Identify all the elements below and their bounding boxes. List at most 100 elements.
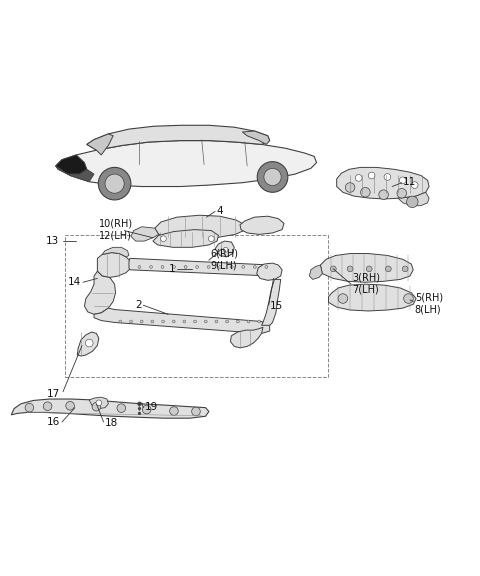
Polygon shape — [242, 131, 270, 145]
Circle shape — [257, 162, 288, 192]
Polygon shape — [11, 399, 209, 418]
Polygon shape — [56, 141, 317, 187]
Circle shape — [85, 339, 93, 347]
Circle shape — [338, 294, 348, 304]
Circle shape — [265, 266, 268, 268]
Circle shape — [347, 266, 353, 272]
Circle shape — [258, 320, 261, 323]
Circle shape — [196, 266, 199, 268]
Circle shape — [402, 266, 408, 272]
Circle shape — [407, 196, 418, 207]
Circle shape — [43, 402, 52, 411]
Circle shape — [138, 407, 141, 410]
Polygon shape — [94, 308, 270, 334]
Polygon shape — [89, 397, 108, 408]
Circle shape — [330, 266, 336, 272]
Text: 10(RH)
12(LH): 10(RH) 12(LH) — [99, 219, 133, 240]
Circle shape — [247, 320, 250, 323]
Circle shape — [130, 320, 132, 323]
Circle shape — [138, 402, 142, 406]
Text: 18: 18 — [105, 418, 118, 428]
Polygon shape — [56, 155, 87, 174]
Circle shape — [151, 320, 154, 323]
Circle shape — [150, 266, 153, 268]
Circle shape — [379, 190, 388, 199]
Circle shape — [96, 400, 102, 406]
Polygon shape — [336, 168, 429, 199]
Circle shape — [119, 320, 122, 323]
Circle shape — [192, 407, 200, 416]
Text: 19: 19 — [145, 401, 158, 412]
Text: 5(RH)
8(LH): 5(RH) 8(LH) — [415, 293, 443, 314]
Circle shape — [219, 266, 222, 268]
Bar — [65, 236, 327, 377]
Circle shape — [193, 320, 196, 323]
Circle shape — [25, 403, 34, 412]
Polygon shape — [56, 166, 94, 182]
Circle shape — [385, 266, 391, 272]
Circle shape — [105, 174, 124, 193]
Text: 4: 4 — [216, 206, 223, 217]
Circle shape — [355, 175, 362, 181]
Circle shape — [98, 168, 131, 200]
Circle shape — [404, 294, 413, 304]
Circle shape — [161, 266, 164, 268]
Polygon shape — [321, 253, 413, 282]
Text: 15: 15 — [270, 301, 283, 311]
Polygon shape — [310, 265, 323, 279]
Circle shape — [215, 320, 218, 323]
Polygon shape — [215, 241, 234, 257]
Polygon shape — [262, 279, 281, 325]
Circle shape — [223, 247, 228, 252]
Polygon shape — [129, 258, 277, 276]
Polygon shape — [257, 263, 282, 281]
Text: 11: 11 — [403, 177, 416, 187]
Circle shape — [66, 401, 74, 410]
Text: 14: 14 — [68, 277, 81, 287]
Circle shape — [360, 188, 370, 197]
Circle shape — [208, 236, 214, 241]
Circle shape — [92, 403, 101, 411]
Circle shape — [397, 188, 407, 198]
Circle shape — [411, 182, 418, 188]
Circle shape — [207, 266, 210, 268]
Polygon shape — [102, 247, 129, 257]
Polygon shape — [131, 227, 158, 241]
Circle shape — [160, 236, 166, 241]
Text: 6(RH)
9(LH): 6(RH) 9(LH) — [210, 248, 239, 270]
Text: 2: 2 — [135, 300, 142, 310]
Circle shape — [264, 168, 281, 185]
Text: 3(RH)
7(LH): 3(RH) 7(LH) — [352, 272, 381, 294]
Circle shape — [138, 412, 141, 415]
Polygon shape — [240, 216, 284, 234]
Circle shape — [230, 266, 233, 268]
Circle shape — [173, 266, 176, 268]
Polygon shape — [87, 125, 270, 150]
Circle shape — [253, 266, 256, 268]
Circle shape — [384, 173, 391, 180]
Text: 16: 16 — [47, 417, 60, 427]
Text: 1: 1 — [169, 264, 175, 274]
Polygon shape — [153, 230, 218, 247]
Circle shape — [399, 177, 406, 184]
Circle shape — [204, 320, 207, 323]
Polygon shape — [87, 134, 113, 155]
Polygon shape — [328, 284, 416, 311]
Polygon shape — [230, 327, 263, 348]
Circle shape — [138, 266, 141, 268]
Circle shape — [143, 406, 151, 414]
Polygon shape — [97, 253, 131, 278]
Circle shape — [140, 320, 143, 323]
Circle shape — [226, 320, 228, 323]
Polygon shape — [77, 332, 99, 356]
Circle shape — [169, 407, 178, 415]
Polygon shape — [155, 215, 245, 238]
Circle shape — [162, 320, 165, 323]
Polygon shape — [398, 192, 429, 206]
Polygon shape — [84, 271, 116, 314]
Circle shape — [368, 172, 375, 179]
Circle shape — [242, 266, 245, 268]
Circle shape — [183, 320, 186, 323]
Circle shape — [117, 404, 126, 412]
Circle shape — [172, 320, 175, 323]
